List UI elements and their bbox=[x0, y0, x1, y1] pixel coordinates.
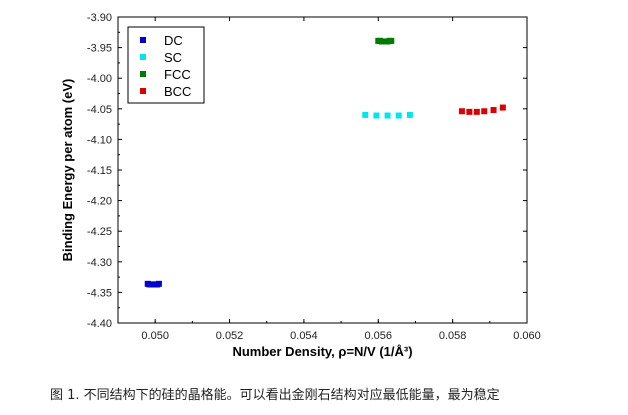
data-point-bcc bbox=[499, 104, 506, 111]
legend-marker-sc bbox=[140, 54, 146, 60]
data-point-sc bbox=[362, 111, 369, 118]
y-tick-label: -4.25 bbox=[87, 226, 112, 238]
legend-label-fcc: FCC bbox=[164, 67, 191, 82]
y-tick-label: -4.10 bbox=[87, 134, 112, 146]
figure-caption: 图 1. 不同结构下的硅的晶格能。可以看出金刚石结构对应最低能量，最为稳定 bbox=[50, 388, 500, 403]
data-point-dc bbox=[155, 280, 162, 287]
y-axis-title: Binding Energy per atom (eV) bbox=[60, 79, 75, 262]
data-point-bcc bbox=[473, 108, 480, 115]
legend-marker-dc bbox=[140, 37, 146, 43]
y-tick-label: -4.05 bbox=[87, 104, 112, 116]
y-tick-label: -4.40 bbox=[87, 318, 112, 330]
x-tick-label: 0.060 bbox=[513, 330, 541, 342]
data-point-sc bbox=[384, 112, 391, 119]
data-point-sc bbox=[395, 112, 402, 119]
legend-marker-bcc bbox=[140, 88, 146, 94]
x-tick-label: 0.056 bbox=[365, 330, 393, 342]
legend-label-sc: SC bbox=[164, 50, 182, 65]
y-tick-label: -4.35 bbox=[87, 287, 112, 299]
data-point-sc bbox=[406, 111, 413, 118]
data-point-sc bbox=[373, 112, 380, 119]
x-tick-label: 0.054 bbox=[290, 330, 318, 342]
data-point-bcc bbox=[466, 108, 473, 115]
y-tick-label: -4.30 bbox=[87, 257, 112, 269]
data-point-fcc bbox=[388, 37, 395, 44]
data-point-bcc bbox=[458, 108, 465, 115]
y-tick-label: -4.15 bbox=[87, 165, 112, 177]
x-tick-label: 0.050 bbox=[141, 330, 169, 342]
y-tick-label: -3.90 bbox=[87, 12, 112, 24]
legend-marker-fcc bbox=[140, 71, 146, 77]
legend-label-dc: DC bbox=[164, 33, 183, 48]
y-tick-label: -4.20 bbox=[87, 196, 112, 208]
y-tick-label: -4.00 bbox=[87, 73, 112, 85]
x-axis-title: Number Density, ρ=N/V (1/Å³) bbox=[232, 344, 412, 359]
x-tick-label: 0.052 bbox=[216, 330, 244, 342]
legend-label-bcc: BCC bbox=[164, 84, 191, 99]
data-point-bcc bbox=[490, 107, 497, 114]
x-tick-label: 0.058 bbox=[439, 330, 467, 342]
chart: -3.90 -3.95 -4.00 -4.05 -4.10 -4.15 -4.20 -4.25… bbox=[60, 12, 541, 359]
data-point-bcc bbox=[481, 108, 488, 115]
y-tick-label: -3.95 bbox=[87, 43, 112, 55]
